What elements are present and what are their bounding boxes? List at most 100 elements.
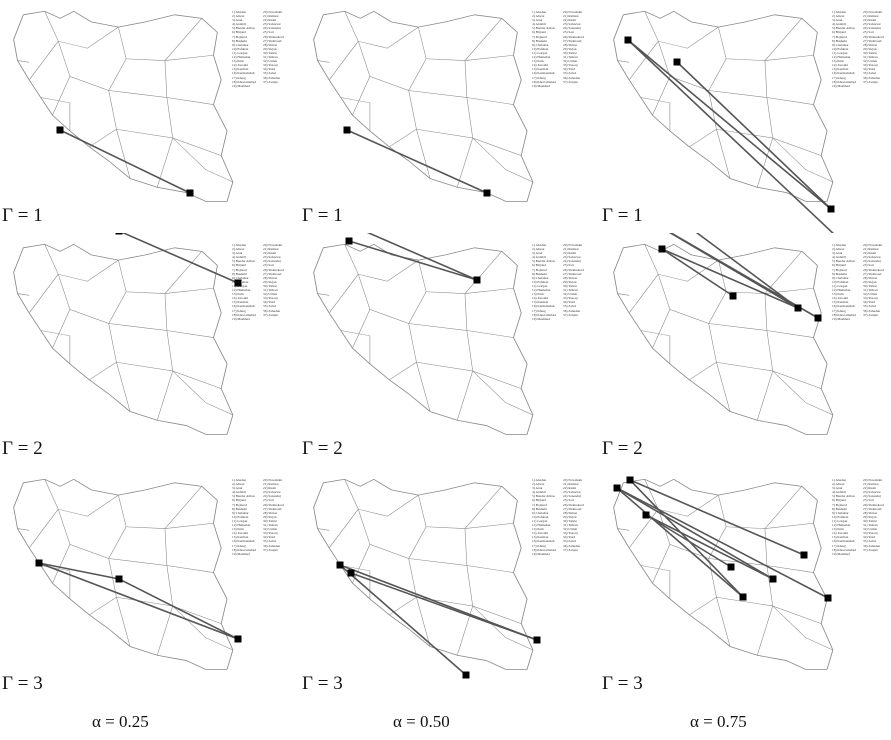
legend-entry: 36) Zahedan xyxy=(263,543,281,548)
legend-entry: 2) Ahvaz xyxy=(232,14,245,19)
gamma-label: Γ = 2 xyxy=(302,438,343,459)
province-border xyxy=(416,129,431,179)
city-legend: 1) Abadan 2) Ahvaz 3) Arak 4) Ardabil 5) Ban… xyxy=(832,478,891,556)
country-outline xyxy=(313,478,534,670)
legend-entry: 4) Ardabil xyxy=(832,490,846,495)
legend-entry: 7) Bojnurd xyxy=(832,267,847,272)
legend-entry: 26) Shahrekord xyxy=(263,34,284,39)
city-legend: 1) Abadan 2) Ahvaz 3) Arak 4) Ardabil 5) Ban… xyxy=(232,478,294,556)
city-legend: 1) Abadan 2) Ahvaz 3) Arak 4) Ardabil 5) Ban… xyxy=(532,478,594,556)
legend-entry: 27) Shahroud xyxy=(863,38,882,43)
legend-entry: 3) Arak xyxy=(232,251,243,256)
legend-entry: 5) Bandar Abbas xyxy=(832,259,855,264)
province-border xyxy=(118,251,203,294)
province-border xyxy=(357,274,427,324)
legend-entry: 4) Ardabil xyxy=(832,22,846,27)
legend-entry: 27) Shahroud xyxy=(863,271,882,276)
legend-entry: 36) Zahedan xyxy=(563,543,581,548)
legend-entry: 18) Khorramabad xyxy=(832,547,857,552)
legend-entry: 28) Shiraz xyxy=(263,510,278,515)
legend-entry: 19) Mashhad xyxy=(532,83,550,88)
province-border xyxy=(772,370,833,416)
legend-entry: 14) Jonoubi xyxy=(232,63,249,68)
legend-entry: 31) Tehran xyxy=(263,523,278,528)
legend-entry: 31) Tehran xyxy=(863,523,878,528)
iran-map xyxy=(613,476,834,670)
map-panel: 1) Abadan 2) Ahvaz 3) Arak 4) Ardabil 5) Ban… xyxy=(0,468,290,701)
province-border xyxy=(317,60,330,63)
legend-entry: 24) Sanandaj xyxy=(263,494,281,499)
province-border xyxy=(766,330,814,338)
province-border xyxy=(644,244,719,282)
legend-entry: 27) Shahroud xyxy=(263,38,282,43)
country-outline xyxy=(313,243,534,435)
city-legend: 1) Abadan 2) Ahvaz 3) Arak 4) Ardabil 5) Ban… xyxy=(832,243,891,321)
legend-entry: 31) Tehran xyxy=(863,288,878,293)
legend-entry: 30) Tabriz xyxy=(263,283,277,288)
province-border xyxy=(464,55,514,61)
province-border xyxy=(44,479,119,517)
hub-marker xyxy=(234,279,242,287)
hub-route xyxy=(339,564,467,676)
legend-entry: 2) Ahvaz xyxy=(232,247,245,252)
legend-entry: 18) Khorramabad xyxy=(232,312,257,317)
hub-marker xyxy=(345,237,353,245)
province-border xyxy=(352,544,371,584)
province-border xyxy=(617,528,630,531)
hub-route xyxy=(350,572,538,641)
province-border xyxy=(344,479,419,517)
province-border xyxy=(166,97,222,156)
province-border xyxy=(652,544,671,584)
legend-entry: 26) Shahrekord xyxy=(863,502,884,507)
legend-entry: 20) Nowshahr xyxy=(863,10,883,14)
legend-entry: 18) Khorramabad xyxy=(832,312,857,317)
province-border xyxy=(52,76,71,116)
iran-map xyxy=(13,233,242,435)
legend-entry: 30) Tabriz xyxy=(263,518,277,523)
legend-entry: 28) Shiraz xyxy=(863,42,878,47)
province-border xyxy=(340,565,371,599)
hub-route xyxy=(661,248,799,309)
hub-route xyxy=(38,562,239,640)
hub-route xyxy=(38,562,120,580)
legend-entry: 22) Rasht xyxy=(563,486,577,491)
legend-entry: 26) Shahrekord xyxy=(563,34,584,39)
province-border xyxy=(628,274,659,314)
province-border xyxy=(166,565,214,573)
legend-entry: 9) Chabahar xyxy=(832,275,849,280)
hub-route xyxy=(346,129,488,194)
legend-entry: 23) Sabzevar xyxy=(263,22,281,27)
hub-marker xyxy=(347,569,355,577)
legend-entry: 16) Kermanshah xyxy=(832,539,855,544)
legend-entry: 35) Zabol xyxy=(863,304,877,309)
legend-entry: 28) Shiraz xyxy=(863,510,878,515)
province-border xyxy=(466,330,522,389)
province-border xyxy=(766,97,822,156)
province-border xyxy=(44,11,119,49)
legend-entry: 29) Sirjan xyxy=(563,46,577,51)
province-border xyxy=(40,97,71,131)
hub-marker xyxy=(483,189,491,197)
city-legend: 1) Abadan 2) Ahvaz 3) Arak 4) Ardabil 5) Ban… xyxy=(232,243,294,321)
hub-marker xyxy=(827,205,835,213)
legend-entry: 25) Sari xyxy=(563,498,574,503)
legend-entry: 13) Ilam xyxy=(532,59,544,64)
legend-entry: 26) Shahrekord xyxy=(263,502,284,507)
province-border xyxy=(357,41,427,91)
iran-map xyxy=(613,10,835,233)
legend-entry: 6) Birjand xyxy=(532,30,546,35)
legend-entry: 37) Zanjan xyxy=(563,79,578,84)
province-border xyxy=(116,128,174,188)
legend-entry: 11) Gorgan xyxy=(532,50,548,55)
legend-entry: 19) Mashhad xyxy=(232,551,250,556)
province-border xyxy=(17,528,30,531)
legend-entry: 30) Tabriz xyxy=(263,50,277,55)
map-panel: 1) Abadan 2) Ahvaz 3) Arak 4) Ardabil 5) Ban… xyxy=(600,233,890,466)
legend-entry: 11) Gorgan xyxy=(832,283,848,288)
legend-entry: 8) Bushehr xyxy=(832,38,847,43)
hub-route xyxy=(627,39,832,210)
province-border xyxy=(28,274,59,314)
legend-entry: 17) Kharg xyxy=(232,308,246,313)
legend-entry: 11) Gorgan xyxy=(232,50,248,55)
legend-entry: 13) Ilam xyxy=(232,59,244,64)
